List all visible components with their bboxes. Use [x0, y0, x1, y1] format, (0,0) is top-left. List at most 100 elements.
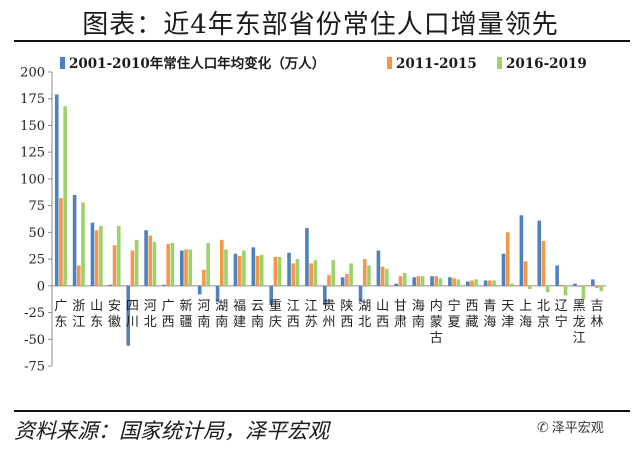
bar-福建-s1	[233, 253, 238, 286]
bar-上海-s1	[519, 215, 524, 286]
bar-河南-s3	[206, 243, 210, 286]
bar-广东-s1	[54, 94, 59, 286]
bar-吉林-s3	[599, 285, 604, 292]
bar-内蒙古-s3	[438, 278, 443, 286]
bar-云南-s2	[255, 255, 260, 286]
x-category-label: 四川	[126, 299, 139, 330]
bar-江西-s2	[291, 263, 296, 286]
bar-重庆-s1	[269, 285, 273, 306]
wechat-icon: ✆	[537, 420, 549, 436]
x-category-label: 云南	[251, 299, 264, 330]
chart-title: 图表：近4年东部省份常住人口增量领先	[82, 10, 559, 40]
y-tick-label: 75	[28, 199, 45, 214]
bar-河南-s2	[202, 269, 206, 286]
bar-上海-s3	[527, 285, 532, 290]
bar-宁夏-s2	[452, 278, 456, 286]
y-tick-label: 200	[20, 66, 45, 81]
bar-山西-s3	[385, 268, 389, 286]
bar-云南-s3	[259, 254, 264, 286]
x-category-label: 湖北	[358, 299, 371, 330]
bar-福建-s2	[237, 255, 242, 286]
bar-贵州-s1	[323, 285, 327, 306]
bar-海南-s2	[416, 276, 421, 286]
bar-黑龙江-s1	[573, 283, 577, 286]
bar-山西-s2	[380, 266, 385, 286]
legend-label-s1: 2001-2010年常住人口年均变化（万人）	[69, 55, 325, 72]
y-tick-label: 175	[20, 92, 45, 107]
bar-甘肃-s3	[402, 272, 407, 286]
legend-swatch-s2	[387, 57, 392, 69]
brand-label: 泽平宏观	[551, 421, 604, 436]
x-category-label: 广西	[162, 299, 175, 330]
bar-河北-s2	[148, 235, 153, 286]
bar-四川-s2	[130, 250, 135, 286]
source-note: 资料来源：国家统计局，泽平宏观	[14, 419, 329, 443]
bar-重庆-s3	[277, 256, 282, 286]
bar-山东-s3	[99, 225, 103, 286]
bar-天津-s2	[505, 232, 510, 286]
bar-天津-s1	[501, 253, 506, 286]
x-category-label: 河南	[197, 299, 210, 330]
title-divider	[14, 40, 630, 42]
bar-陕西-s1	[340, 277, 345, 286]
bar-河北-s1	[144, 230, 148, 286]
legend-swatch-s1	[60, 57, 65, 69]
bar-安徽-s3	[116, 225, 121, 286]
legend-label-s3: 2016-2019	[506, 56, 587, 72]
x-category-label: 上海	[519, 299, 532, 330]
bar-河北-s3	[152, 241, 157, 286]
y-tick-label: -25	[24, 306, 45, 321]
x-category-label: 吉林	[591, 299, 604, 330]
x-category-label: 北京	[537, 299, 550, 330]
x-category-label: 河北	[144, 299, 157, 330]
bar-江西-s1	[287, 252, 291, 286]
bar-北京-s2	[541, 240, 546, 286]
bar-福建-s3	[242, 250, 246, 286]
bar-贵州-s3	[331, 260, 335, 286]
bar-青海-s3	[492, 280, 496, 286]
bar-湖南-s1	[215, 285, 220, 302]
bar-湖南-s2	[219, 239, 224, 286]
bar-辽宁-s3	[563, 285, 568, 296]
bar-安徽-s1	[108, 284, 113, 286]
bar-新疆-s2	[184, 249, 188, 286]
x-category-label: 陕西	[340, 299, 353, 330]
x-category-label: 贵州	[322, 299, 335, 330]
bar-山东-s1	[90, 222, 95, 286]
bar-吉林-s2	[595, 285, 599, 288]
bar-海南-s3	[420, 276, 425, 286]
bar-宁夏-s3	[456, 279, 461, 286]
bar-广西-s2	[166, 244, 170, 286]
bar-黑龙江-s3	[581, 285, 586, 300]
bar-吉林-s1	[591, 279, 595, 286]
y-tick-label: 50	[28, 226, 45, 241]
bar-贵州-s2	[327, 275, 331, 286]
bar-北京-s1	[537, 220, 542, 286]
x-category-label: 甘肃	[394, 299, 407, 330]
footer-divider	[14, 410, 630, 412]
x-category-label: 福建	[233, 299, 246, 330]
bar-四川-s1	[126, 285, 131, 346]
x-category-label: 江西	[287, 299, 300, 330]
legend-label-s2: 2011-2015	[396, 56, 477, 72]
bar-四川-s3	[134, 239, 139, 286]
x-category-label: 浙江	[72, 299, 85, 330]
bar-辽宁-s2	[559, 284, 564, 286]
bar-云南-s1	[251, 247, 256, 286]
x-category-label: 广东	[54, 299, 67, 330]
legend-swatch-s3	[497, 57, 502, 69]
x-category-label: 安徽	[108, 299, 121, 330]
bar-广西-s1	[162, 284, 166, 286]
bar-甘肃-s2	[398, 276, 403, 286]
bar-江苏-s3	[313, 260, 318, 286]
bar-江西-s3	[295, 259, 300, 286]
x-category-label: 新疆	[180, 298, 193, 330]
bar-山东-s2	[94, 230, 99, 286]
bar-浙江-s3	[81, 202, 85, 286]
bar-西藏-s1	[465, 281, 470, 286]
bar-甘肃-s1	[394, 283, 399, 286]
bar-安徽-s2	[112, 245, 117, 286]
x-category-label: 青海	[483, 299, 496, 330]
y-tick-label: -75	[24, 360, 45, 375]
